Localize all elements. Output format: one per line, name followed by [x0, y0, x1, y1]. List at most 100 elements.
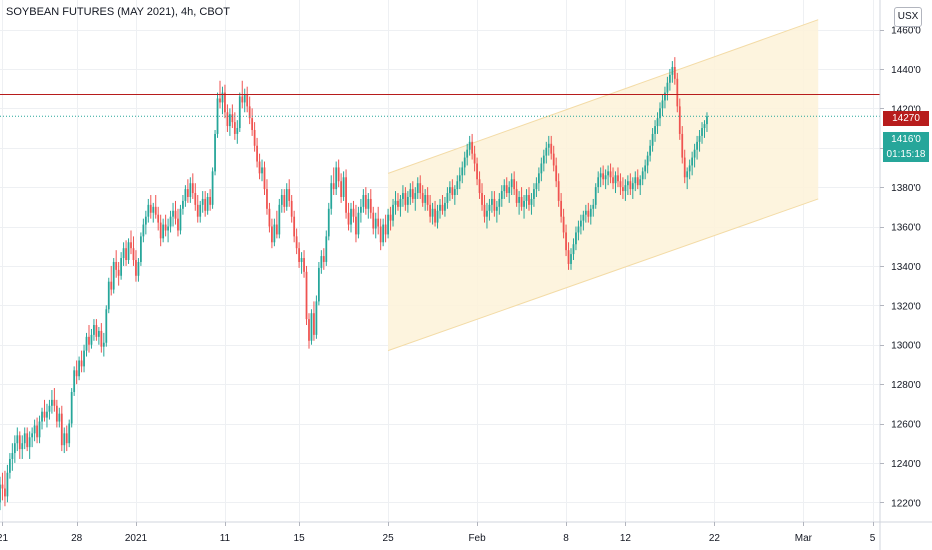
candle-body — [251, 118, 254, 131]
candle — [525, 189, 528, 209]
candle — [486, 202, 488, 229]
price-axis[interactable]: 1220'0 1240'0 1260'0 1280'0 1300'0 1320'0 1340… — [879, 0, 921, 550]
candle-body — [95, 325, 98, 337]
candle-body — [599, 173, 602, 178]
candle-body — [216, 98, 219, 134]
candle — [691, 151, 694, 176]
candle-body — [256, 145, 258, 162]
time-tick-label: 11 — [220, 533, 231, 544]
candle — [545, 141, 548, 164]
candle-body — [46, 411, 48, 418]
candle — [629, 173, 632, 196]
price-tick-label: 1440'0 — [891, 65, 921, 76]
candle-body — [327, 208, 330, 237]
candle — [75, 360, 78, 385]
candle — [305, 265, 308, 326]
candle-body — [48, 405, 51, 412]
candle — [201, 191, 204, 213]
candle-body — [122, 248, 125, 259]
candle-body — [137, 261, 140, 276]
candle-body — [458, 175, 461, 182]
time-tick-label: 8 — [563, 533, 569, 544]
candle — [495, 200, 498, 223]
candle — [463, 151, 466, 176]
candle — [678, 98, 681, 140]
candle — [18, 431, 21, 459]
candle — [508, 181, 511, 203]
candle-body — [224, 92, 226, 113]
candle-body — [248, 106, 251, 119]
candle-body — [73, 370, 76, 392]
unit-badge[interactable]: USX — [894, 7, 922, 27]
candle-body — [271, 226, 273, 243]
candle — [142, 218, 145, 243]
candle-body — [419, 183, 422, 194]
candle — [661, 94, 664, 117]
candle — [332, 167, 335, 196]
time-tick-label: 2021 — [125, 533, 148, 544]
candle — [159, 214, 162, 247]
candle-body — [355, 216, 357, 235]
channel-lower-line[interactable] — [387, 198, 819, 352]
candle-body — [337, 167, 340, 182]
time-tick-label: 28 — [71, 533, 83, 544]
candle-body — [537, 173, 540, 184]
candle — [693, 143, 696, 168]
candle-body — [547, 143, 550, 148]
candle-body — [206, 196, 209, 211]
candle — [466, 143, 469, 166]
candle — [226, 104, 229, 132]
candle — [130, 230, 132, 255]
candle — [676, 72, 679, 113]
candle-body — [290, 200, 293, 217]
candle — [659, 102, 661, 127]
candle-body — [293, 216, 296, 237]
candle — [11, 443, 14, 471]
candle-body — [466, 149, 469, 158]
candle — [683, 149, 686, 184]
candle — [110, 265, 113, 296]
candle — [377, 206, 380, 235]
candle — [16, 427, 19, 452]
candle-body — [303, 258, 305, 272]
candle-body — [619, 181, 622, 188]
candle — [382, 218, 385, 247]
candle-body — [446, 193, 449, 203]
time-tick-label: 5 — [870, 533, 876, 544]
candle — [125, 240, 127, 266]
candle-body — [194, 193, 197, 205]
candle — [592, 198, 595, 217]
channel-upper-line[interactable] — [387, 19, 819, 174]
candle-body — [13, 443, 16, 454]
candle — [48, 399, 51, 420]
candle-body — [65, 433, 68, 444]
candle-body — [288, 189, 291, 201]
candle — [399, 195, 402, 217]
candle — [631, 177, 634, 199]
candle — [246, 86, 249, 113]
candle-body — [664, 92, 666, 101]
candle — [107, 277, 110, 314]
candle — [100, 323, 103, 353]
price-tick-label: 1240'0 — [891, 459, 921, 470]
candle-body — [325, 236, 328, 262]
candle-body — [315, 301, 318, 335]
candle — [172, 202, 174, 227]
candle-body — [656, 118, 659, 127]
time-tick-label: 22 — [709, 533, 721, 544]
candle — [315, 295, 318, 339]
candle-body — [300, 258, 303, 262]
last-price-value: 1416'0 — [891, 134, 921, 145]
candle-body — [686, 171, 689, 178]
time-axis[interactable]: 21 28 2021 11 15 25 Feb 8 12 22 Mar 5 — [0, 521, 932, 544]
candle — [137, 258, 140, 282]
candle-body — [515, 189, 518, 203]
candle — [95, 319, 98, 341]
candle — [468, 135, 471, 156]
candle-body — [263, 167, 266, 190]
candle — [429, 195, 432, 223]
candle — [189, 177, 192, 203]
candle — [560, 193, 563, 223]
candle — [612, 167, 614, 190]
